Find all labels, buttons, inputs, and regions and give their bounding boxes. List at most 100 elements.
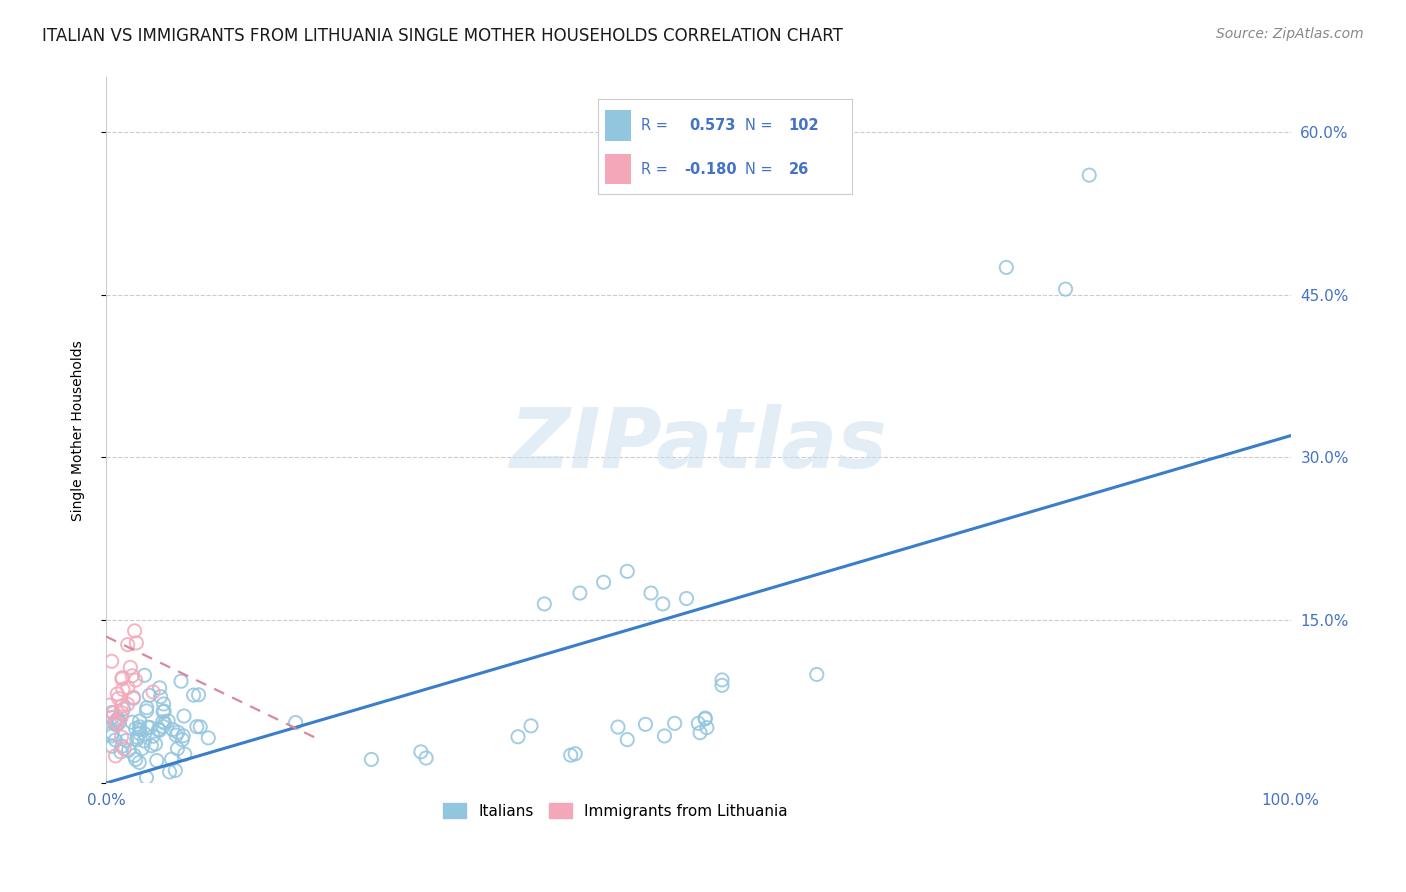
Point	[117, 743, 139, 757]
Point	[162, 723, 184, 737]
Point	[166, 725, 188, 739]
Point	[675, 591, 697, 606]
Point	[117, 698, 139, 712]
Point	[124, 722, 146, 736]
Point	[125, 732, 148, 747]
Point	[616, 565, 638, 579]
Point	[111, 672, 134, 686]
Point	[107, 711, 129, 725]
Point	[157, 714, 180, 728]
Point	[112, 702, 135, 716]
Point	[560, 748, 582, 763]
Point	[142, 729, 165, 743]
Point	[100, 654, 122, 668]
Point	[170, 674, 193, 689]
Point	[616, 732, 638, 747]
Point	[128, 714, 150, 728]
Point	[107, 691, 129, 706]
Point	[995, 260, 1018, 275]
Point	[111, 671, 134, 685]
Point	[122, 691, 145, 706]
Point	[165, 764, 187, 778]
Point	[197, 731, 219, 745]
Point	[105, 718, 128, 732]
Point	[124, 673, 146, 687]
Point	[696, 721, 718, 735]
Legend: Italians, Immigrants from Lithuania: Italians, Immigrants from Lithuania	[437, 797, 794, 825]
Point	[711, 678, 734, 692]
Point	[409, 745, 432, 759]
Point	[125, 636, 148, 650]
Point	[415, 751, 437, 765]
Point	[104, 714, 127, 729]
Point	[152, 705, 174, 719]
Point	[101, 706, 124, 720]
Point	[135, 771, 157, 785]
Point	[111, 706, 134, 720]
Point	[111, 699, 134, 714]
Point	[520, 719, 543, 733]
Point	[166, 741, 188, 756]
Point	[153, 704, 176, 718]
Point	[120, 660, 142, 674]
Point	[128, 723, 150, 737]
Point	[1078, 168, 1101, 182]
Point	[128, 726, 150, 740]
Point	[173, 709, 195, 723]
Point	[689, 725, 711, 739]
Point	[145, 754, 167, 768]
Point	[105, 687, 128, 701]
Point	[128, 756, 150, 770]
Point	[654, 729, 676, 743]
Point	[148, 723, 170, 738]
Point	[98, 698, 121, 712]
Point	[136, 720, 159, 734]
Text: ZIPatlas: ZIPatlas	[509, 404, 887, 485]
Point	[159, 764, 181, 779]
Y-axis label: Single Mother Households: Single Mother Households	[72, 340, 86, 521]
Point	[101, 729, 124, 743]
Point	[142, 685, 165, 699]
Point	[111, 682, 134, 697]
Point	[607, 720, 630, 734]
Point	[110, 745, 132, 759]
Point	[141, 739, 163, 753]
Point	[149, 690, 172, 704]
Point	[160, 752, 183, 766]
Point	[101, 739, 124, 754]
Point	[135, 700, 157, 714]
Point	[103, 706, 125, 720]
Point	[110, 730, 132, 744]
Point	[568, 586, 591, 600]
Point	[124, 624, 146, 638]
Point	[127, 731, 149, 745]
Point	[115, 733, 138, 747]
Point	[117, 638, 139, 652]
Point	[117, 681, 139, 695]
Point	[121, 669, 143, 683]
Point	[134, 727, 156, 741]
Point	[110, 710, 132, 724]
Point	[640, 586, 662, 600]
Point	[152, 714, 174, 729]
Point	[711, 673, 734, 687]
Point	[101, 726, 124, 740]
Point	[186, 720, 208, 734]
Point	[152, 697, 174, 711]
Point	[172, 732, 194, 747]
Point	[121, 715, 143, 730]
Point	[183, 688, 205, 702]
Point	[284, 715, 307, 730]
Point	[105, 716, 128, 731]
Point	[695, 712, 717, 726]
Point	[135, 704, 157, 718]
Point	[101, 711, 124, 725]
Point	[188, 720, 211, 734]
Point	[172, 729, 194, 743]
Point	[148, 723, 170, 737]
Point	[138, 689, 160, 703]
Text: Source: ZipAtlas.com: Source: ZipAtlas.com	[1216, 27, 1364, 41]
Point	[139, 721, 162, 735]
Point	[688, 716, 710, 731]
Point	[360, 752, 382, 766]
